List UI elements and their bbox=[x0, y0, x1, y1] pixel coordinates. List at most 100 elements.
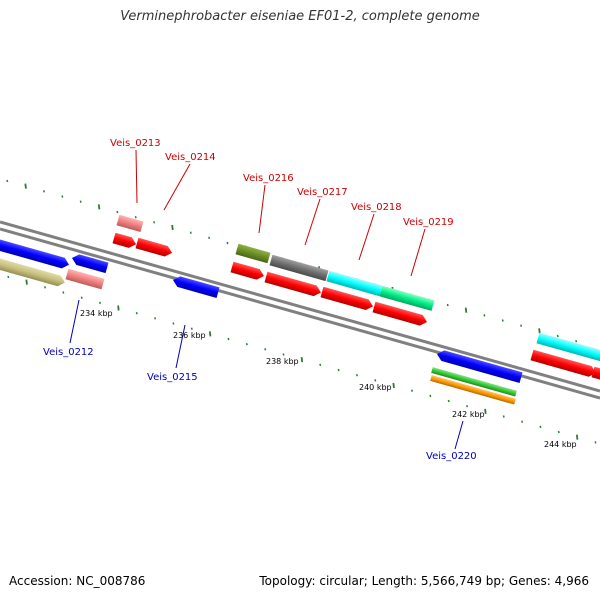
leader-line bbox=[258, 184, 266, 234]
tick-mark bbox=[300, 357, 304, 363]
gene-label-upper: Veis_0214 bbox=[165, 152, 216, 163]
tick-mark bbox=[539, 425, 542, 429]
gene-feature bbox=[264, 271, 321, 297]
leader-line bbox=[358, 213, 375, 261]
gene-label-upper: Veis_0216 bbox=[243, 173, 294, 184]
gene-feature bbox=[0, 237, 70, 269]
gene-feature bbox=[379, 285, 435, 311]
tick-mark bbox=[153, 221, 156, 224]
tick-mark bbox=[97, 204, 101, 210]
tick-mark bbox=[337, 368, 340, 372]
tick-mark bbox=[42, 190, 46, 193]
gene-label-upper: Veis_0218 bbox=[351, 202, 402, 213]
tick-mark bbox=[24, 183, 27, 189]
gene-feature bbox=[372, 301, 428, 326]
tick-mark bbox=[79, 200, 82, 203]
tick-mark bbox=[521, 420, 524, 423]
tick-mark bbox=[117, 305, 120, 311]
gene-label-upper: Veis_0213 bbox=[110, 138, 161, 149]
gene-features bbox=[0, 214, 600, 405]
tick-mark bbox=[538, 328, 541, 334]
tick-mark bbox=[172, 322, 175, 325]
tick-mark bbox=[429, 394, 432, 398]
tick-mark bbox=[208, 236, 211, 240]
tick-mark bbox=[154, 317, 157, 320]
tick-mark bbox=[464, 307, 468, 313]
gene-feature bbox=[173, 276, 220, 298]
tick-mark bbox=[484, 408, 487, 414]
scale-label: 234 kbp bbox=[80, 309, 113, 318]
gene-feature bbox=[65, 268, 105, 290]
map-title: Verminephrobacter eiseniae EF01-2, compl… bbox=[120, 9, 480, 24]
tick-mark bbox=[575, 434, 579, 440]
gene-label-lower: Veis_0212 bbox=[43, 347, 94, 358]
tick-mark bbox=[190, 327, 193, 330]
tick-mark bbox=[80, 296, 83, 299]
gene-feature bbox=[230, 261, 264, 280]
gene-feature bbox=[112, 232, 137, 248]
tick-mark bbox=[6, 179, 9, 183]
tick-mark bbox=[226, 241, 229, 245]
gene-label-upper: Veis_0217 bbox=[297, 187, 348, 198]
gene-label-lower: Veis_0220 bbox=[426, 451, 477, 462]
tick-mark bbox=[392, 382, 395, 389]
gene-feature bbox=[536, 332, 600, 364]
tick-mark bbox=[410, 389, 414, 392]
tick-mark bbox=[208, 331, 212, 337]
gene-label-upper: Veis_0219 bbox=[403, 217, 454, 228]
gene-feature bbox=[269, 254, 329, 282]
scale-label: 238 kbp bbox=[266, 357, 299, 366]
tick-mark bbox=[447, 399, 450, 403]
gene-feature bbox=[326, 270, 383, 297]
tick-mark bbox=[556, 334, 559, 338]
gene-label-lower: Veis_0215 bbox=[147, 372, 198, 383]
tick-mark bbox=[282, 353, 285, 356]
gene-feature bbox=[0, 256, 65, 287]
tick-mark bbox=[135, 311, 138, 315]
leader-line bbox=[163, 163, 191, 211]
scale-label: 242 kbp bbox=[452, 410, 485, 419]
tick-mark bbox=[43, 286, 47, 289]
tick-mark bbox=[189, 231, 192, 234]
gene-feature bbox=[320, 286, 374, 311]
tick-mark bbox=[61, 195, 64, 198]
gene-feature bbox=[116, 214, 144, 233]
tick-mark bbox=[319, 363, 322, 367]
tick-mark bbox=[483, 314, 486, 317]
leader-line bbox=[410, 228, 426, 277]
gene-feature bbox=[591, 366, 600, 382]
tick-mark bbox=[594, 441, 597, 444]
gene-feature bbox=[135, 237, 173, 257]
scale-label: 240 kbp bbox=[359, 383, 392, 392]
gene-feature bbox=[430, 375, 516, 405]
tick-mark bbox=[557, 430, 560, 434]
leader-line bbox=[304, 198, 321, 246]
tick-mark bbox=[575, 339, 578, 343]
tick-mark bbox=[116, 210, 119, 214]
tick-mark bbox=[501, 319, 504, 322]
label-leader-lines bbox=[69, 149, 464, 450]
gene-feature bbox=[530, 349, 597, 377]
tick-mark bbox=[466, 404, 469, 408]
tick-mark bbox=[99, 301, 102, 305]
lower-tick-marks bbox=[7, 275, 597, 444]
gene-labels: 234 kbp 236 kbp 238 kbp 240 kbp 242 kbp 244 k… bbox=[43, 138, 577, 462]
tick-mark bbox=[355, 373, 358, 377]
gene-feature bbox=[437, 350, 523, 383]
tick-mark bbox=[25, 279, 28, 285]
tick-mark bbox=[7, 275, 10, 279]
tick-mark bbox=[227, 337, 230, 341]
tick-mark bbox=[134, 215, 137, 219]
tick-mark bbox=[446, 303, 449, 307]
tick-mark bbox=[374, 379, 377, 382]
tick-mark bbox=[502, 415, 505, 418]
gene-feature bbox=[235, 243, 271, 264]
gene-feature bbox=[431, 367, 517, 397]
accession-text: Accession: NC_008786 bbox=[9, 574, 146, 588]
leader-line bbox=[175, 324, 186, 369]
tick-mark bbox=[245, 342, 248, 346]
leader-line bbox=[69, 299, 80, 344]
tick-mark bbox=[171, 224, 174, 231]
leader-line bbox=[135, 149, 138, 204]
tick-mark bbox=[520, 324, 523, 327]
